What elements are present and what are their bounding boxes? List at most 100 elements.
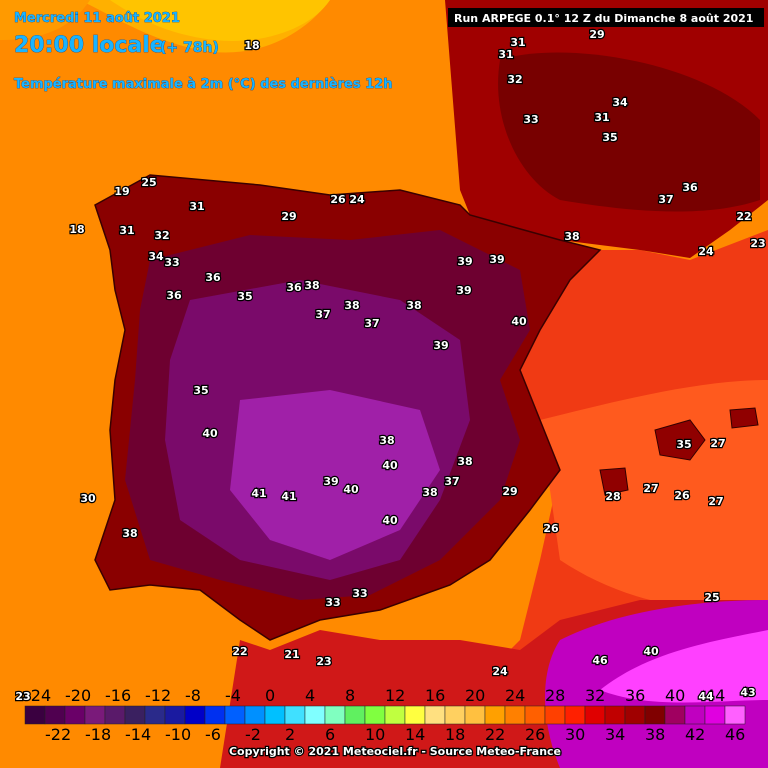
temperature-label: 35: [193, 384, 208, 397]
temperature-label: 30: [80, 492, 96, 505]
colorbar-tick: 30: [565, 725, 585, 744]
temperature-label: 28: [605, 490, 620, 503]
colorbar-tick: 36: [625, 686, 645, 705]
temperature-label: 18: [69, 223, 84, 236]
temperature-label: 40: [202, 427, 218, 440]
colorbar-cell: [244, 705, 266, 725]
temperature-label: 24: [698, 245, 714, 258]
colorbar-tick: -24: [25, 686, 51, 705]
colorbar-cell: [544, 705, 566, 725]
colorbar-cell: [124, 705, 146, 725]
time: 20:00 locale: [14, 33, 165, 58]
temperature-label: 38: [457, 455, 472, 468]
colorbar-cell: [304, 705, 326, 725]
colorbar-tick: 38: [645, 725, 665, 744]
africa-hotter: [600, 630, 768, 703]
colorbar-cell: [504, 705, 526, 725]
temperature-label: 22: [736, 210, 751, 223]
temperature-label: 37: [658, 193, 673, 206]
temperature-label: 39: [433, 339, 448, 352]
temperature-label: 39: [323, 475, 338, 488]
temperature-label: 41: [251, 487, 266, 500]
colorbar-cell: [364, 705, 386, 725]
colorbar-tick: 18: [445, 725, 465, 744]
temperature-label: 33: [352, 587, 367, 600]
colorbar-tick: 24: [505, 686, 525, 705]
temperature-label: 32: [154, 229, 169, 242]
temperature-label: 18: [244, 39, 259, 52]
colorbar-cell: [684, 705, 706, 725]
temperature-label: 38: [564, 230, 579, 243]
colorbar-cell: [664, 705, 686, 725]
colorbar-cell: [524, 705, 546, 725]
temperature-label: 27: [643, 482, 658, 495]
colorbar-cell: [564, 705, 586, 725]
temperature-label: 44: [698, 690, 714, 703]
colorbar-tick: -10: [165, 725, 191, 744]
temperature-label: 31: [498, 48, 513, 61]
temperature-label: 31: [119, 224, 134, 237]
colorbar-tick: 20: [465, 686, 485, 705]
colorbar-cell: [604, 705, 626, 725]
colorbar-cell: [464, 705, 486, 725]
colorbar-tick: -2: [245, 725, 261, 744]
colorbar-cell: [624, 705, 646, 725]
date: Mercredi 11 août 2021: [14, 11, 180, 26]
temperature-label: 37: [444, 475, 459, 488]
temperature-label: 23: [750, 237, 765, 250]
temperature-label: 27: [708, 495, 723, 508]
lead: (+ 78h): [160, 40, 219, 56]
temperature-label: 24: [349, 193, 365, 206]
temperature-label: 39: [456, 284, 471, 297]
ibiza: [599, 467, 629, 496]
france-hot: [498, 52, 760, 212]
colorbar-cell: [144, 705, 166, 725]
temperature-label: 34: [612, 96, 628, 109]
colorbar-cell: [444, 705, 466, 725]
temperature-label: 33: [325, 596, 340, 609]
colorbar-cell: [724, 705, 746, 725]
temperature-label: 27: [710, 437, 725, 450]
yellow-zone: [110, 0, 330, 41]
temperature-label: 38: [122, 527, 137, 540]
colorbar-tick: 12: [385, 686, 405, 705]
colorbar-cell: [644, 705, 666, 725]
temperature-label: 29: [502, 485, 517, 498]
colorbar-tick: -6: [205, 725, 221, 744]
colorbar-tick: 8: [345, 686, 355, 705]
temperature-label: 23: [15, 690, 30, 703]
colorbar-cell: [324, 705, 346, 725]
temperature-label: 43: [740, 686, 755, 699]
iberia-hottest: [230, 390, 440, 560]
colorbar-cell: [704, 705, 726, 725]
colorbar-cell: [104, 705, 126, 725]
colorbar-tick: 26: [525, 725, 545, 744]
temperature-label: 38: [304, 279, 319, 292]
colorbar-cell: [24, 705, 46, 725]
temperature-label: 33: [164, 256, 179, 269]
colorbar-cell: [204, 705, 226, 725]
colorbar-tick: 44: [705, 686, 725, 705]
colorbar-tick: 42: [685, 725, 705, 744]
colorbar-tick: 14: [405, 725, 425, 744]
temperature-label: 31: [510, 36, 525, 49]
run: Run ARPEGE 0.1° 12 Z du Dimanche 8 août …: [454, 12, 753, 25]
colorbar-tick: 32: [585, 686, 605, 705]
menorca: [729, 407, 759, 429]
colorbar-cell: [424, 705, 446, 725]
temperature-label: 31: [189, 200, 204, 213]
colorbar-cell: [44, 705, 66, 725]
colorbar-cell: [84, 705, 106, 725]
colorbar-tick: -20: [65, 686, 91, 705]
temperature-label: 46: [592, 654, 608, 667]
colorbar-tick: -16: [105, 686, 131, 705]
colorbar-cell: [584, 705, 606, 725]
temperature-label: 40: [511, 315, 527, 328]
temperature-label: 23: [316, 655, 331, 668]
colorbar-tick: 0: [265, 686, 275, 705]
temperature-label: 31: [594, 111, 609, 124]
temperature-label: 36: [205, 271, 221, 284]
colorbar-tick: 10: [365, 725, 385, 744]
